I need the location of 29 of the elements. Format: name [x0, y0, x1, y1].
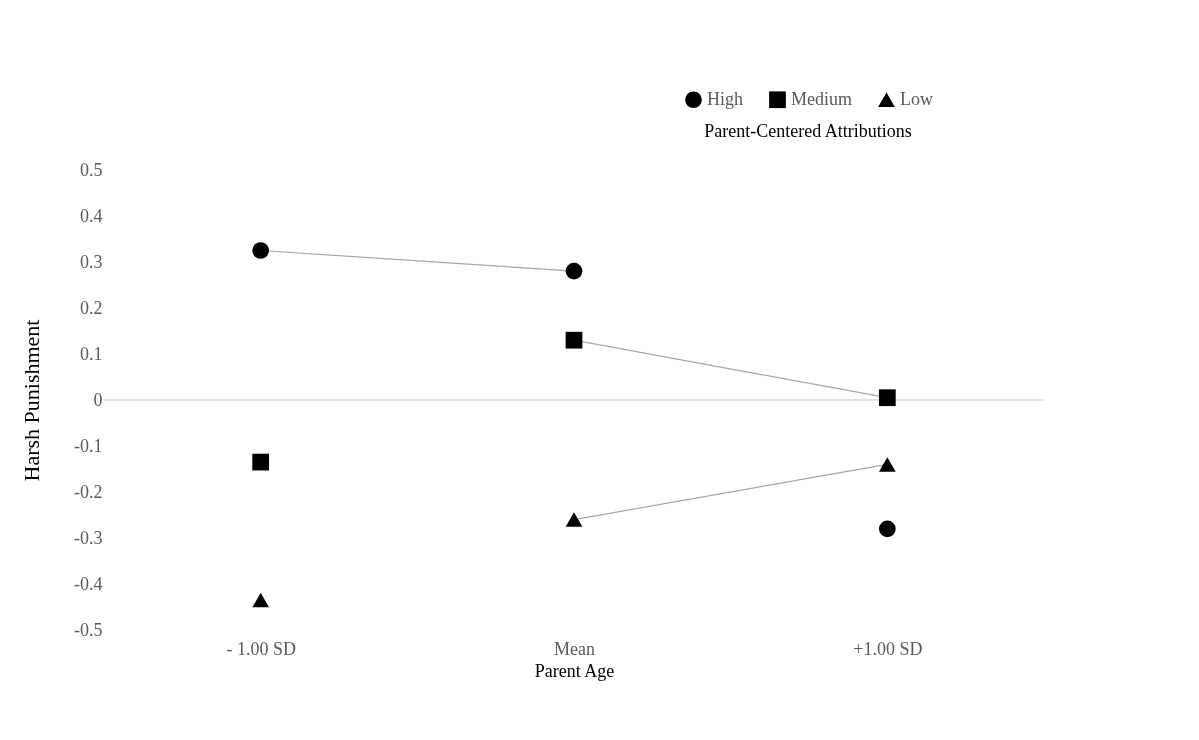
y-tick-label: 0.5 — [80, 159, 103, 180]
x-tick-label: Mean — [554, 638, 595, 659]
y-tick-label: -0.4 — [74, 573, 103, 594]
point — [878, 389, 896, 407]
point — [565, 331, 583, 349]
x-axis-title: Parent Age — [534, 660, 615, 681]
point — [565, 512, 583, 527]
y-axis-title: Harsh Punishment — [19, 319, 45, 482]
y-tick-label: -0.3 — [74, 527, 103, 548]
x-tick-label: +1.00 SD — [853, 638, 923, 659]
legend-label: Low — [900, 88, 933, 109]
y-tick-label: 0.1 — [80, 343, 103, 364]
point — [252, 592, 270, 608]
y-tick-label: -0.5 — [74, 619, 103, 640]
y-tick-label: 0.3 — [80, 251, 103, 272]
y-tick-label: 0.2 — [80, 297, 103, 318]
y-tick-label: 0.4 — [80, 205, 103, 226]
x-tick-label: - 1.00 SD — [226, 638, 296, 659]
legend-label: Medium — [791, 88, 852, 109]
point — [878, 457, 896, 472]
legend-title: Parent-Centered Attributions — [704, 121, 912, 141]
y-tick-label: 0 — [93, 389, 103, 410]
point — [252, 453, 270, 471]
y-tick-label: -0.1 — [74, 435, 103, 456]
point — [878, 520, 896, 538]
legend-label: High — [707, 88, 743, 109]
y-tick-label: -0.2 — [74, 481, 103, 502]
point — [252, 242, 270, 259]
point — [565, 262, 583, 280]
